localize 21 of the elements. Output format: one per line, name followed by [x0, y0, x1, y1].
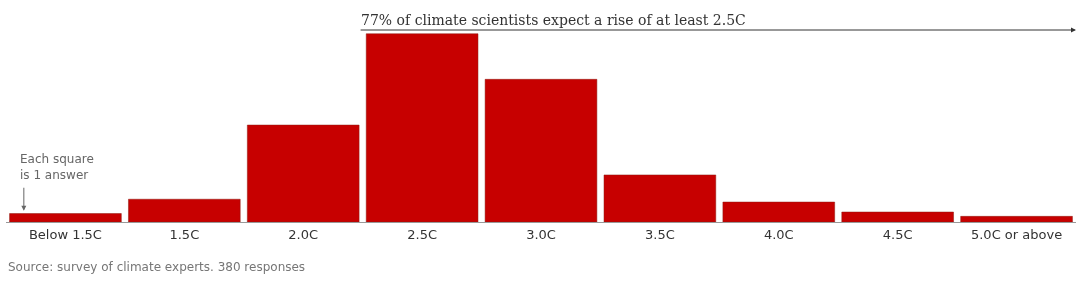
x-tick-label: 2.5C [407, 226, 437, 242]
bar [128, 198, 241, 222]
bar [603, 174, 717, 222]
x-tick-label: 1.5C [169, 226, 200, 242]
bar [365, 33, 479, 222]
bar [484, 79, 598, 222]
source-note: Source: survey of climate experts. 380 responses [8, 260, 306, 274]
bar [247, 124, 360, 222]
x-tick-label: 5.0C or above [970, 226, 1063, 242]
x-tick-label: 2.0C [288, 226, 319, 242]
x-tick-label: 3.5C [645, 226, 675, 242]
bar [722, 201, 835, 222]
text: 77% of climate scientists expect a rise of at least 2.5C [361, 12, 746, 28]
x-tick-label: 4.0C [763, 226, 794, 242]
bar [841, 211, 954, 222]
annotation: Each square is 1 answer [20, 152, 94, 182]
bar [9, 213, 122, 222]
bar [960, 216, 1073, 222]
x-tick-label: Below 1.5C [28, 226, 102, 242]
x-tick-label: 4.5C [882, 226, 913, 242]
x-tick-label: 3.0C [526, 226, 556, 242]
